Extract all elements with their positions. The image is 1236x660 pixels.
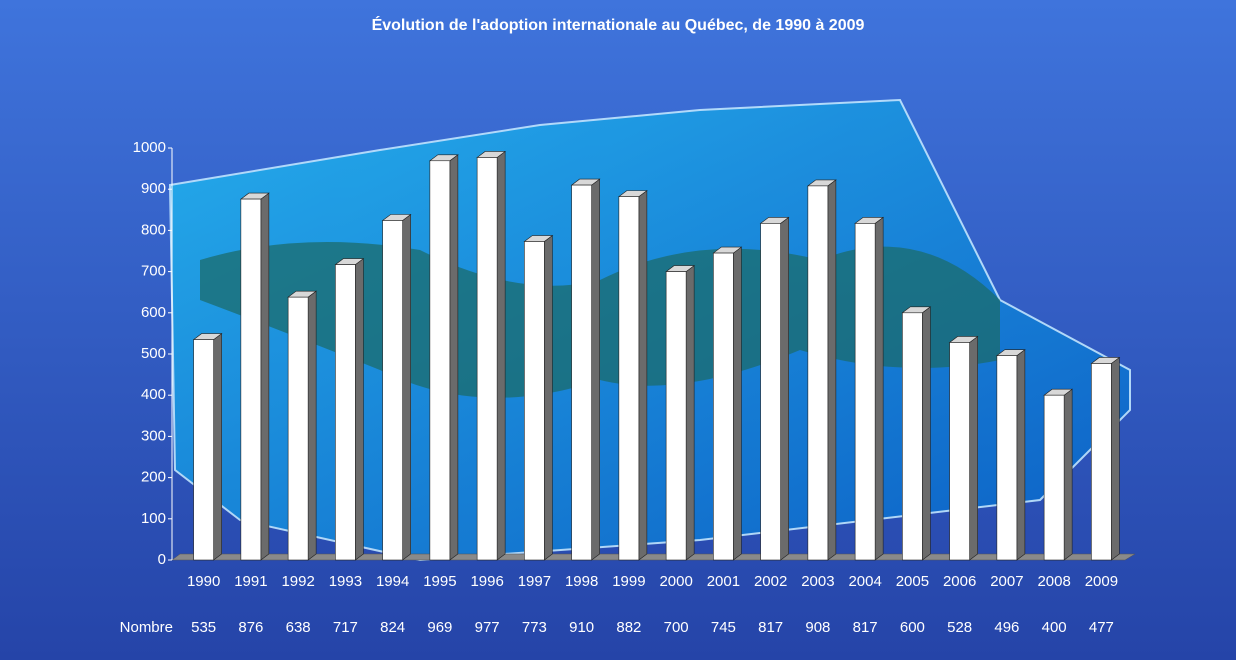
x-tick-label: 1994 (376, 573, 409, 590)
bar (241, 199, 261, 560)
bar-side (875, 217, 883, 560)
x-tick-label: 2005 (896, 573, 929, 590)
x-tick-label: 1998 (565, 573, 598, 590)
table-value: 910 (569, 619, 594, 636)
bar-side (970, 336, 978, 560)
x-tick-label: 2002 (754, 573, 787, 590)
table-value: 477 (1089, 619, 1114, 636)
y-tick-label: 400 (141, 386, 166, 403)
bar (855, 223, 875, 560)
x-tick-label: 1999 (612, 573, 645, 590)
bar-side (828, 180, 836, 560)
bar-side (403, 215, 411, 560)
bar (997, 356, 1017, 560)
table-value: 908 (805, 619, 830, 636)
bar-side (355, 259, 363, 560)
x-tick-label: 2006 (943, 573, 976, 590)
x-tick-label: 1993 (329, 573, 362, 590)
bar (666, 272, 686, 560)
page: {"chart_data": {"type": "bar3d", "title"… (0, 0, 1236, 660)
table-row-label: Nombre (120, 619, 173, 636)
bar (1091, 363, 1111, 560)
bar (713, 253, 733, 560)
bar-side (922, 307, 930, 560)
table-value: 528 (947, 619, 972, 636)
bar (383, 221, 403, 560)
bar-side (214, 334, 222, 560)
table-value: 400 (1042, 619, 1067, 636)
table-value: 817 (758, 619, 783, 636)
table-value: 638 (286, 619, 311, 636)
x-tick-label: 1991 (234, 573, 267, 590)
bar-side (1017, 350, 1025, 560)
table-value: 977 (475, 619, 500, 636)
bar-side (1064, 389, 1072, 560)
bar-side (450, 155, 458, 560)
x-tick-label: 2001 (707, 573, 740, 590)
bar-side (733, 247, 741, 560)
bar (808, 186, 828, 560)
bar (194, 340, 214, 560)
bar-side (497, 151, 505, 560)
floor (172, 554, 1135, 560)
bar (430, 161, 450, 560)
table-value: 882 (616, 619, 641, 636)
x-tick-label: 1990 (187, 573, 220, 590)
chart: Évolution de l'adoption internationale a… (0, 0, 1236, 660)
x-tick-label: 2009 (1085, 573, 1118, 590)
y-tick-label: 200 (141, 469, 166, 486)
table-value: 745 (711, 619, 736, 636)
bar-side (261, 193, 269, 560)
table-value: 600 (900, 619, 925, 636)
x-tick-label: 2007 (990, 573, 1023, 590)
bar-side (781, 217, 789, 560)
table-value: 773 (522, 619, 547, 636)
table-value: 717 (333, 619, 358, 636)
bar (761, 223, 781, 560)
table-value: 969 (427, 619, 452, 636)
bar-side (639, 191, 647, 560)
table-value: 700 (664, 619, 689, 636)
x-tick-label: 2004 (848, 573, 881, 590)
table-value: 535 (191, 619, 216, 636)
bar-side (308, 291, 316, 560)
y-tick-label: 600 (141, 304, 166, 321)
bar-side (544, 236, 552, 560)
table-value: 824 (380, 619, 405, 636)
bar (1044, 395, 1064, 560)
y-tick-label: 700 (141, 263, 166, 280)
x-tick-label: 2000 (659, 573, 692, 590)
x-tick-label: 1995 (423, 573, 456, 590)
bar (288, 297, 308, 560)
bar (335, 265, 355, 560)
bar-side (686, 266, 694, 560)
bar (950, 342, 970, 560)
bar (477, 157, 497, 560)
y-tick-label: 1000 (133, 139, 166, 156)
bar-side (1111, 357, 1119, 560)
bar (524, 242, 544, 560)
x-tick-label: 1996 (470, 573, 503, 590)
y-tick-label: 100 (141, 510, 166, 527)
table-value: 817 (853, 619, 878, 636)
bar-side (592, 179, 600, 560)
bar (902, 313, 922, 560)
y-tick-label: 900 (141, 180, 166, 197)
x-tick-label: 2003 (801, 573, 834, 590)
y-tick-label: 800 (141, 221, 166, 238)
y-tick-label: 500 (141, 345, 166, 362)
chart-title: Évolution de l'adoption internationale a… (372, 15, 865, 34)
bar (619, 197, 639, 560)
y-tick-label: 0 (158, 551, 166, 568)
x-tick-label: 2008 (1037, 573, 1070, 590)
x-tick-label: 1992 (281, 573, 314, 590)
table-value: 496 (994, 619, 1019, 636)
table-value: 876 (238, 619, 263, 636)
y-tick-label: 300 (141, 427, 166, 444)
x-tick-label: 1997 (518, 573, 551, 590)
bar (572, 185, 592, 560)
